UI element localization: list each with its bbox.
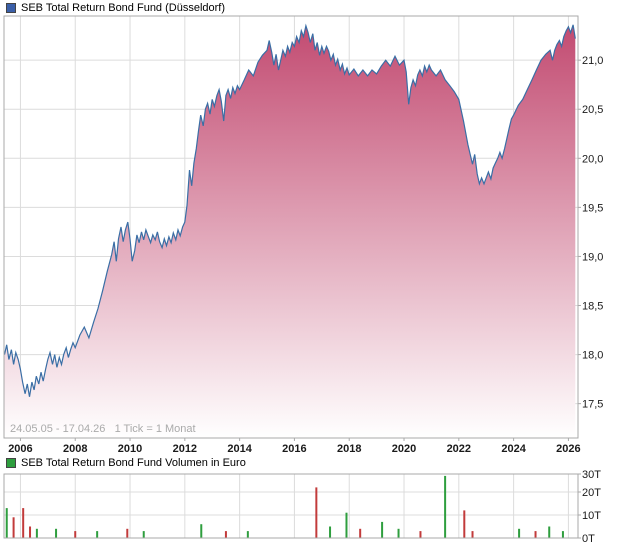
svg-text:10T: 10T xyxy=(582,510,601,522)
price-chart-title: SEB Total Return Bond Fund (Düsseldorf) xyxy=(21,2,226,14)
svg-text:2020: 2020 xyxy=(392,443,416,455)
price-chart-header: SEB Total Return Bond Fund (Düsseldorf) xyxy=(6,2,225,14)
price-legend-icon xyxy=(6,3,16,13)
volume-chart: 0T 10T 20T 30T xyxy=(3,470,601,545)
svg-text:20,5: 20,5 xyxy=(582,104,603,116)
date-range-info: 24.05.05 - 17.04.26 1 Tick = 1 Monat xyxy=(10,423,196,435)
svg-text:19,5: 19,5 xyxy=(582,202,603,214)
svg-text:2016: 2016 xyxy=(282,443,306,455)
svg-text:21,0: 21,0 xyxy=(582,55,603,67)
svg-text:2006: 2006 xyxy=(8,443,32,455)
svg-text:2024: 2024 xyxy=(501,443,526,455)
svg-text:20T: 20T xyxy=(582,487,601,499)
svg-text:2022: 2022 xyxy=(447,443,471,455)
svg-text:2010: 2010 xyxy=(118,443,142,455)
svg-text:0T: 0T xyxy=(582,533,595,545)
price-chart: 17,5 18,0 18,5 19,0 19,5 20,0 20,5 21,0 2006 2008… xyxy=(3,15,603,455)
svg-text:17,5: 17,5 xyxy=(582,399,603,411)
svg-text:20,0: 20,0 xyxy=(582,153,603,165)
svg-text:18,0: 18,0 xyxy=(582,350,603,362)
svg-text:2018: 2018 xyxy=(337,443,361,455)
volume-chart-title: SEB Total Return Bond Fund Volumen in Eu… xyxy=(21,457,246,469)
svg-text:30T: 30T xyxy=(582,470,601,481)
svg-text:2012: 2012 xyxy=(173,443,197,455)
svg-text:2008: 2008 xyxy=(63,443,87,455)
volume-chart-header: SEB Total Return Bond Fund Volumen in Eu… xyxy=(6,457,246,469)
svg-text:18,5: 18,5 xyxy=(582,301,603,313)
svg-text:2026: 2026 xyxy=(556,443,580,455)
volume-legend-icon xyxy=(6,458,16,468)
svg-text:19,0: 19,0 xyxy=(582,251,603,263)
svg-text:2014: 2014 xyxy=(227,443,252,455)
